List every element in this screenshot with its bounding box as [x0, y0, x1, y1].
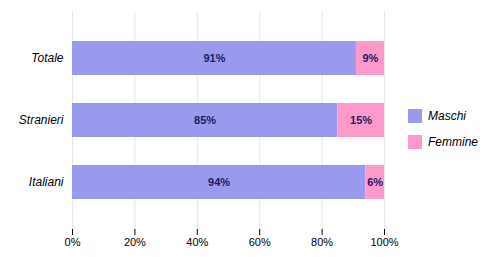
svg-text:80%: 80% [311, 236, 333, 248]
svg-text:6%: 6% [367, 176, 383, 188]
svg-text:9%: 9% [363, 52, 379, 64]
html-text:Femmine: Femmine [428, 134, 478, 149]
svg-text:91%: 91% [203, 52, 225, 64]
svg-text:40%: 40% [186, 236, 208, 248]
svg-text:Totale: Totale [31, 51, 64, 65]
svg-text:60%: 60% [249, 236, 271, 248]
svg-text:0%: 0% [65, 236, 81, 248]
svg-text:Stranieri: Stranieri [19, 113, 64, 127]
svg-text:100%: 100% [370, 236, 398, 248]
svg-text:94%: 94% [208, 176, 230, 188]
svg-text:Italiani: Italiani [29, 175, 64, 189]
svg-text:20%: 20% [124, 236, 146, 248]
svg-text:15%: 15% [350, 114, 372, 126]
svg-text:85%: 85% [194, 114, 216, 126]
html-text:Maschi: Maschi [428, 108, 466, 123]
